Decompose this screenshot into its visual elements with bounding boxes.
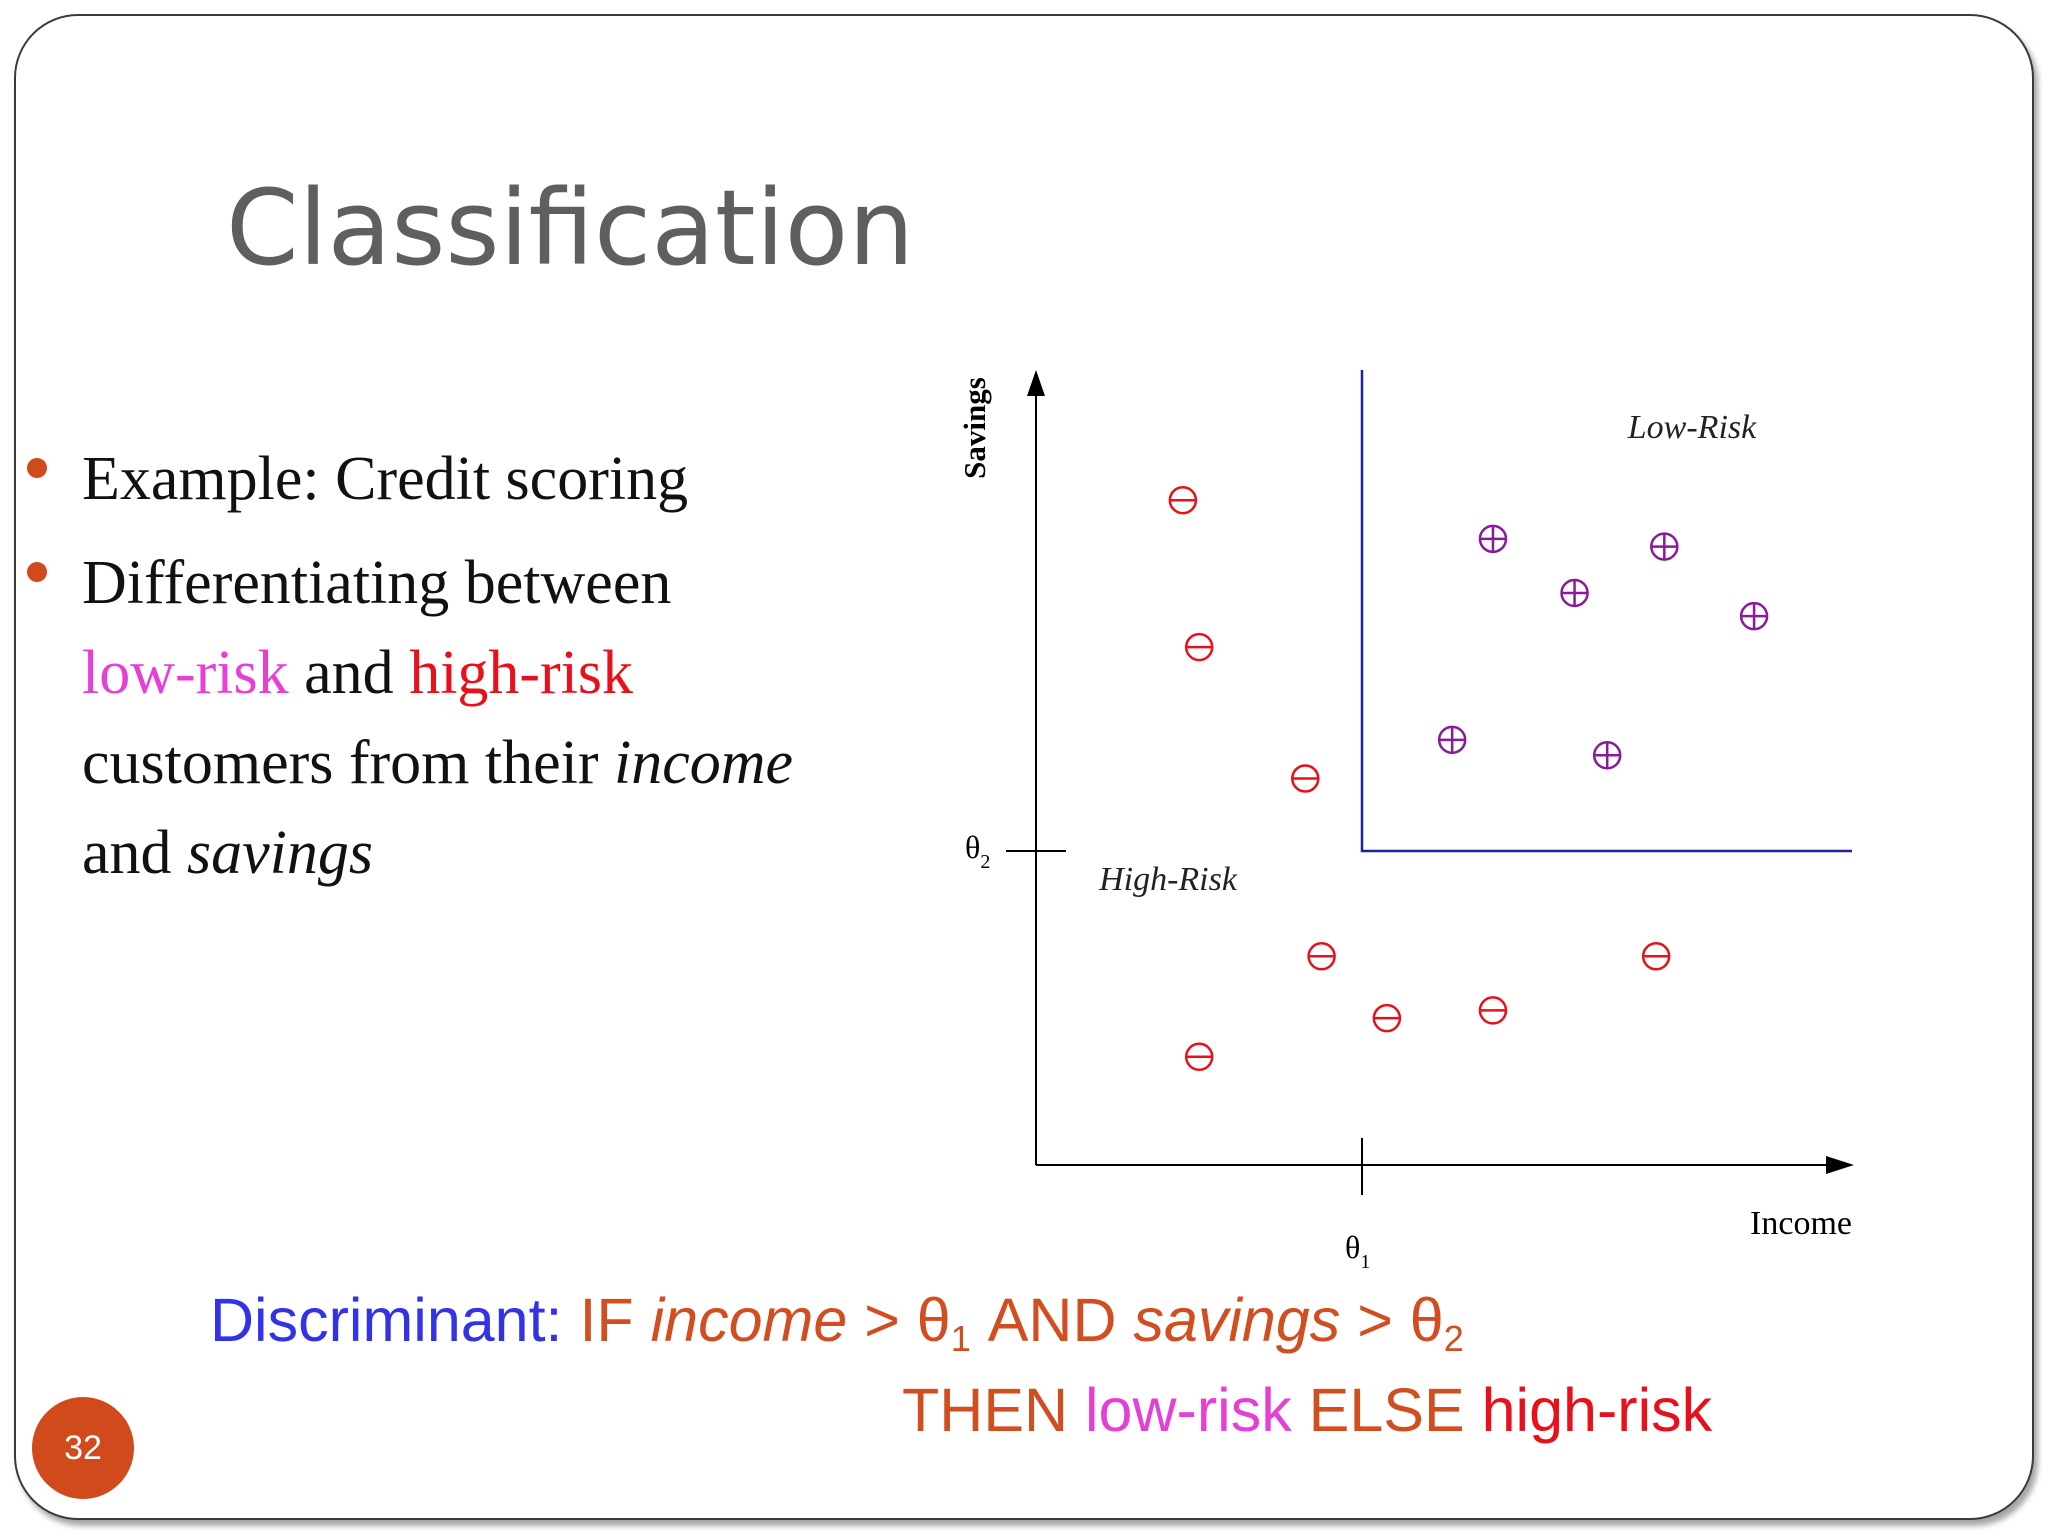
income-term: income [614, 729, 794, 797]
slide-number: 32 [64, 1428, 102, 1467]
y-axis-label: Savings [957, 377, 992, 479]
and-text: and [288, 639, 410, 707]
gt-theta1: > θ [847, 1286, 951, 1354]
if-keyword: IF [562, 1286, 651, 1354]
low-risk-point [1437, 725, 1467, 755]
discriminant-line-1: Discriminant: IF income > θ1 AND savings… [210, 1290, 1464, 1357]
income-var: income [650, 1286, 848, 1354]
theta2-subscript: 2 [980, 851, 990, 873]
slide-number-badge: 32 [32, 1397, 134, 1499]
bullet-dot-2 [27, 562, 47, 582]
high-risk-point [1184, 1042, 1214, 1072]
rule-low-risk: low-risk [1085, 1376, 1292, 1444]
and-keyword: AND [970, 1286, 1134, 1354]
theta1-label: θ1 [1345, 1229, 1370, 1273]
theta1-symbol: θ [1345, 1229, 1360, 1265]
high-risk-point [1184, 632, 1214, 662]
then-keyword: THEN [902, 1376, 1085, 1444]
high-risk-point [1641, 942, 1671, 971]
high-risk-point [1478, 996, 1508, 1025]
theta1-subscript: 1 [1360, 1251, 1370, 1273]
high-risk-point [1168, 485, 1198, 515]
theta2-label: θ2 [965, 829, 990, 873]
low-risk-region-label: Low-Risk [1627, 409, 1757, 446]
savings-term: savings [187, 819, 374, 887]
decision-boundary [1360, 370, 1852, 853]
high-risk-term: high-risk [409, 639, 634, 707]
low-risk-point [1592, 741, 1622, 770]
discriminant-line-2: THEN low-risk ELSE high-risk [902, 1380, 1712, 1441]
gt-theta2: > θ [1340, 1286, 1444, 1354]
low-risk-point [1650, 532, 1679, 561]
theta2-symbol: θ [965, 829, 980, 865]
bullet-2-line-4: and savings [82, 822, 373, 884]
low-risk-point [1478, 524, 1508, 554]
bullet-2-line-1-text: Differentiating between [82, 549, 672, 617]
slide-title: Classification [226, 167, 915, 289]
savings-var: savings [1133, 1286, 1341, 1354]
low-risk-point [1739, 601, 1769, 631]
high-risk-point [1307, 942, 1336, 971]
high-risk-region-label: High-Risk [1098, 861, 1238, 898]
bullet-2-line-2: low-risk and high-risk [82, 642, 633, 704]
data-points [1168, 485, 1769, 1072]
low-risk-term: low-risk [82, 639, 289, 707]
bullet-2-line-3: customers from their income [82, 732, 793, 794]
y-axis-arrow [1027, 370, 1045, 396]
low-risk-point [1560, 578, 1589, 608]
rule-high-risk: high-risk [1481, 1376, 1713, 1444]
customers-text: customers from their [82, 729, 615, 797]
discriminant-label: Discriminant: [210, 1286, 563, 1354]
high-risk-point [1291, 764, 1320, 793]
bullet-dot-1 [27, 458, 47, 478]
x-axis-label: Income [1750, 1205, 1852, 1242]
else-keyword: ELSE [1291, 1376, 1482, 1444]
bullet-1-text: Example: Credit scoring [82, 445, 689, 513]
slide-frame [14, 14, 2034, 1520]
theta2-sub: 2 [1443, 1318, 1464, 1359]
bullet-1: Example: Credit scoring [82, 448, 688, 510]
bullet-2-line-1: Differentiating between [82, 552, 671, 614]
theta1-sub: 1 [950, 1318, 971, 1359]
and-text-2: and [82, 819, 188, 887]
high-risk-point [1372, 1003, 1402, 1033]
x-axis-arrow [1826, 1156, 1854, 1174]
